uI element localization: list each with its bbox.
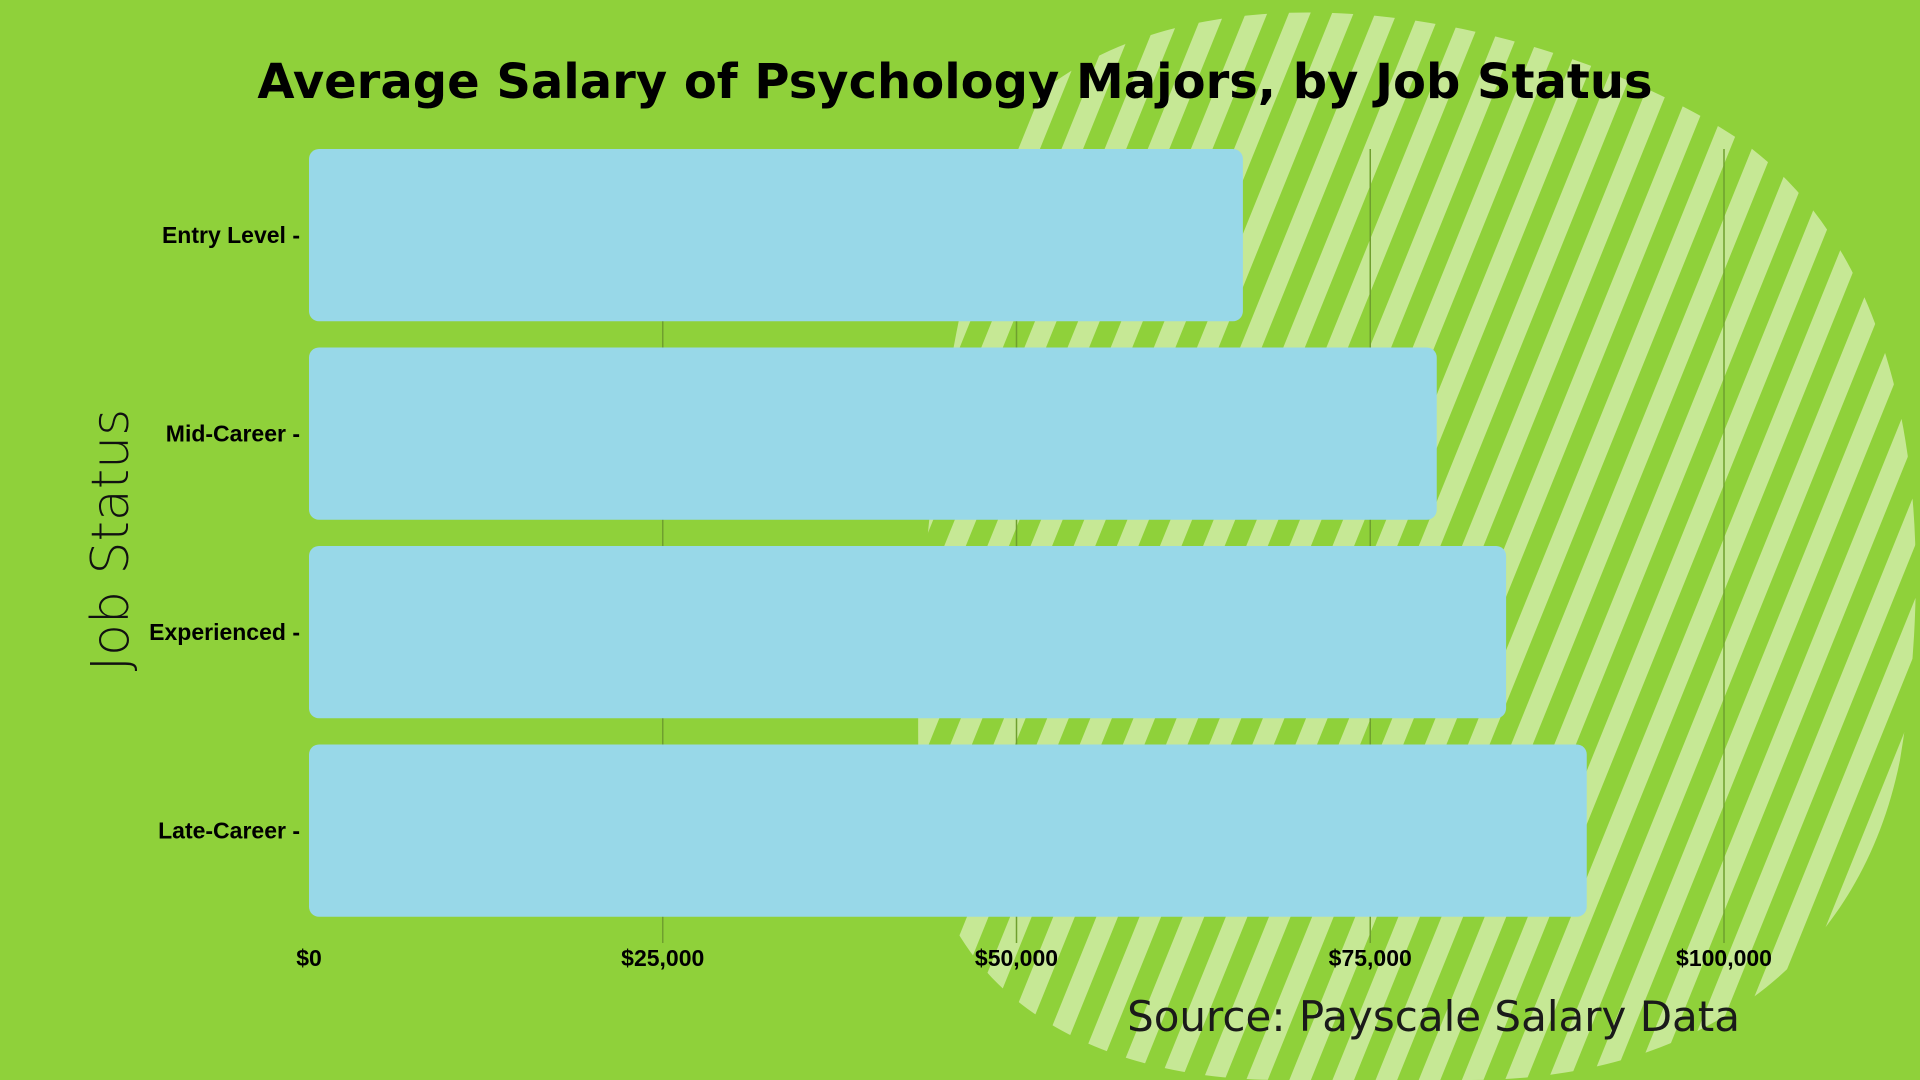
bar-late-career: [309, 744, 1587, 917]
x-tick-label: $100,000: [1676, 945, 1772, 971]
x-tick-label: $25,000: [621, 945, 704, 971]
category-label: Late-Career -: [158, 818, 300, 844]
category-label: Entry Level -: [162, 222, 300, 248]
y-axis-label: Job Status: [81, 409, 141, 671]
x-tick-label: $0: [296, 945, 322, 971]
chart-title: Average Salary of Psychology Majors, by …: [257, 54, 1652, 110]
category-label: Mid-Career -: [166, 421, 300, 447]
category-label: Experienced -: [149, 619, 300, 645]
bars: [309, 149, 1587, 917]
category-labels: Entry Level - Mid-Career - Experienced - La…: [149, 222, 300, 844]
bar-mid-career: [309, 347, 1437, 520]
bar-entry-level: [309, 149, 1243, 322]
x-tick-labels: $0 $25,000 $50,000 $75,000 $100,000: [296, 945, 1772, 971]
source-note: Source: Payscale Salary Data: [1127, 992, 1740, 1041]
x-tick-label: $50,000: [975, 945, 1058, 971]
x-tick-label: $75,000: [1329, 945, 1412, 971]
bar-experienced: [309, 546, 1507, 719]
